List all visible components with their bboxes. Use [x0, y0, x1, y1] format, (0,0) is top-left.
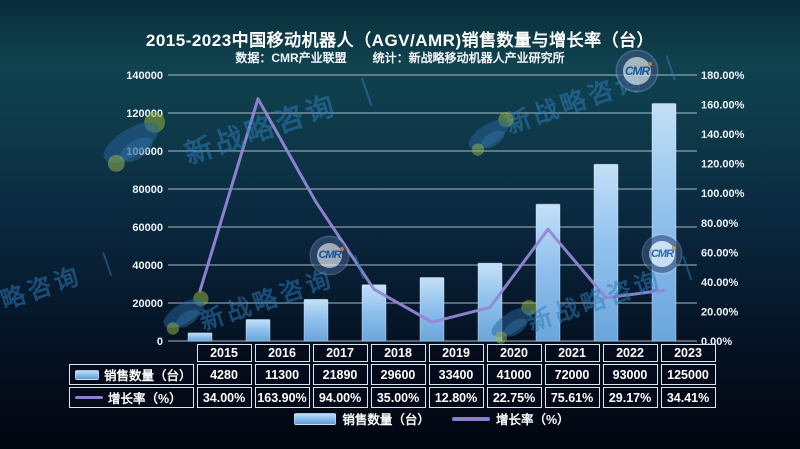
table-value-cell: 29.17% — [602, 387, 658, 408]
legend-item-growth: 增长率（%） — [451, 409, 570, 428]
table-corner-cell — [69, 344, 194, 362]
table-value-cell: 125000 — [660, 364, 716, 385]
table-value-cell: 33400 — [428, 364, 484, 385]
left-axis-tick-label: 0 — [157, 336, 163, 348]
year-header-cell: 2022 — [602, 344, 658, 362]
chart-legend: 销售数量（台） 增长率（%） — [171, 409, 693, 428]
line-series-swatch-icon — [451, 416, 490, 421]
table-value-cell: 29600 — [370, 364, 426, 385]
table-value-cell: 4280 — [196, 364, 252, 385]
chart-subtitle: 数据：CMR产业联盟 统计：新战略移动机器人产业研究所 — [0, 49, 800, 66]
table-value-cell: 12.80% — [428, 387, 484, 408]
table-value-cell: 41000 — [486, 364, 542, 385]
statistics-label: 统计：新战略移动机器人产业研究所 — [372, 51, 565, 65]
bar-series-swatch-icon — [75, 369, 99, 380]
growth-rate-line — [198, 97, 666, 324]
legend-item-sales: 销售数量（台） — [294, 409, 430, 428]
table-value-cell: 75.61% — [544, 387, 600, 408]
left-axis-tick-label: 60000 — [132, 222, 163, 234]
bar-series-swatch-icon — [294, 412, 337, 425]
bar-2022 — [593, 163, 619, 342]
table-value-cell: 21890 — [312, 364, 368, 385]
year-header-cell: 2018 — [370, 344, 426, 362]
growth-row-label: 增长率（%） — [69, 387, 194, 408]
left-axis-tick-label: 100000 — [126, 146, 163, 158]
line-series-swatch-icon — [75, 396, 103, 399]
right-axis-tick-label: 120.00% — [701, 159, 745, 171]
year-header-cell: 2015 — [196, 344, 252, 362]
table-value-cell: 72000 — [544, 364, 600, 385]
left-axis-tick-label: 80000 — [132, 184, 163, 196]
sales-row-label: 销售数量（台） — [69, 364, 194, 385]
year-header-cell: 2016 — [254, 344, 310, 362]
table-value-cell: 11300 — [254, 364, 310, 385]
year-header-cell: 2019 — [428, 344, 484, 362]
table-value-cell: 34.41% — [660, 387, 716, 408]
bar-2020 — [477, 262, 503, 342]
right-axis-tick-label: 80.00% — [701, 218, 739, 230]
year-header-cell: 2021 — [544, 344, 600, 362]
table-value-cell: 93000 — [602, 364, 658, 385]
bar-2023 — [651, 103, 677, 342]
table-value-cell: 35.00% — [370, 387, 426, 408]
right-axis-tick-label: 180.00% — [701, 70, 745, 82]
bar-2016 — [245, 319, 271, 342]
legend-label-growth: 增长率（%） — [495, 413, 570, 427]
bar-2017 — [303, 299, 329, 342]
bar-2015 — [187, 332, 213, 342]
table-value-cell: 94.00% — [312, 387, 368, 408]
table-value-cell: 163.90% — [254, 387, 310, 408]
left-axis-tick-label: 40000 — [132, 260, 163, 272]
right-axis-tick-label: 20.00% — [701, 306, 739, 318]
right-axis-tick-label: 40.00% — [701, 277, 739, 289]
data-source-label: 数据：CMR产业联盟 — [235, 51, 347, 65]
chart-title: 2015-2023中国移动机器人（AGV/AMR)销售数量与增长率（台） — [145, 31, 655, 50]
right-axis-tick-label: 100.00% — [701, 188, 745, 200]
sales-growth-table: 2015 2016 2017 2018 2019 2020 2021 2022 2023 销售数量… — [66, 342, 719, 410]
table-value-cell: 34.00% — [196, 387, 252, 408]
data-table: 2015 2016 2017 2018 2019 2020 2021 2022 2023 销售数量… — [66, 342, 719, 410]
year-header-cell: 2020 — [486, 344, 542, 362]
right-axis-tick-label: 60.00% — [701, 247, 739, 259]
bar-2021 — [535, 203, 561, 342]
right-axis-tick-label: 160.00% — [701, 100, 745, 112]
bar-2018 — [361, 284, 387, 342]
year-header-cell: 2023 — [660, 344, 716, 362]
left-axis-tick-label: 20000 — [132, 298, 163, 310]
left-axis-tick-label: 120000 — [126, 108, 163, 120]
legend-label-sales: 销售数量（台） — [342, 413, 430, 427]
bar-2019 — [419, 277, 445, 342]
left-axis-tick-label: 140000 — [126, 70, 163, 82]
year-header-cell: 2017 — [312, 344, 368, 362]
table-value-cell: 22.75% — [486, 387, 542, 408]
right-axis-tick-label: 140.00% — [701, 129, 745, 141]
